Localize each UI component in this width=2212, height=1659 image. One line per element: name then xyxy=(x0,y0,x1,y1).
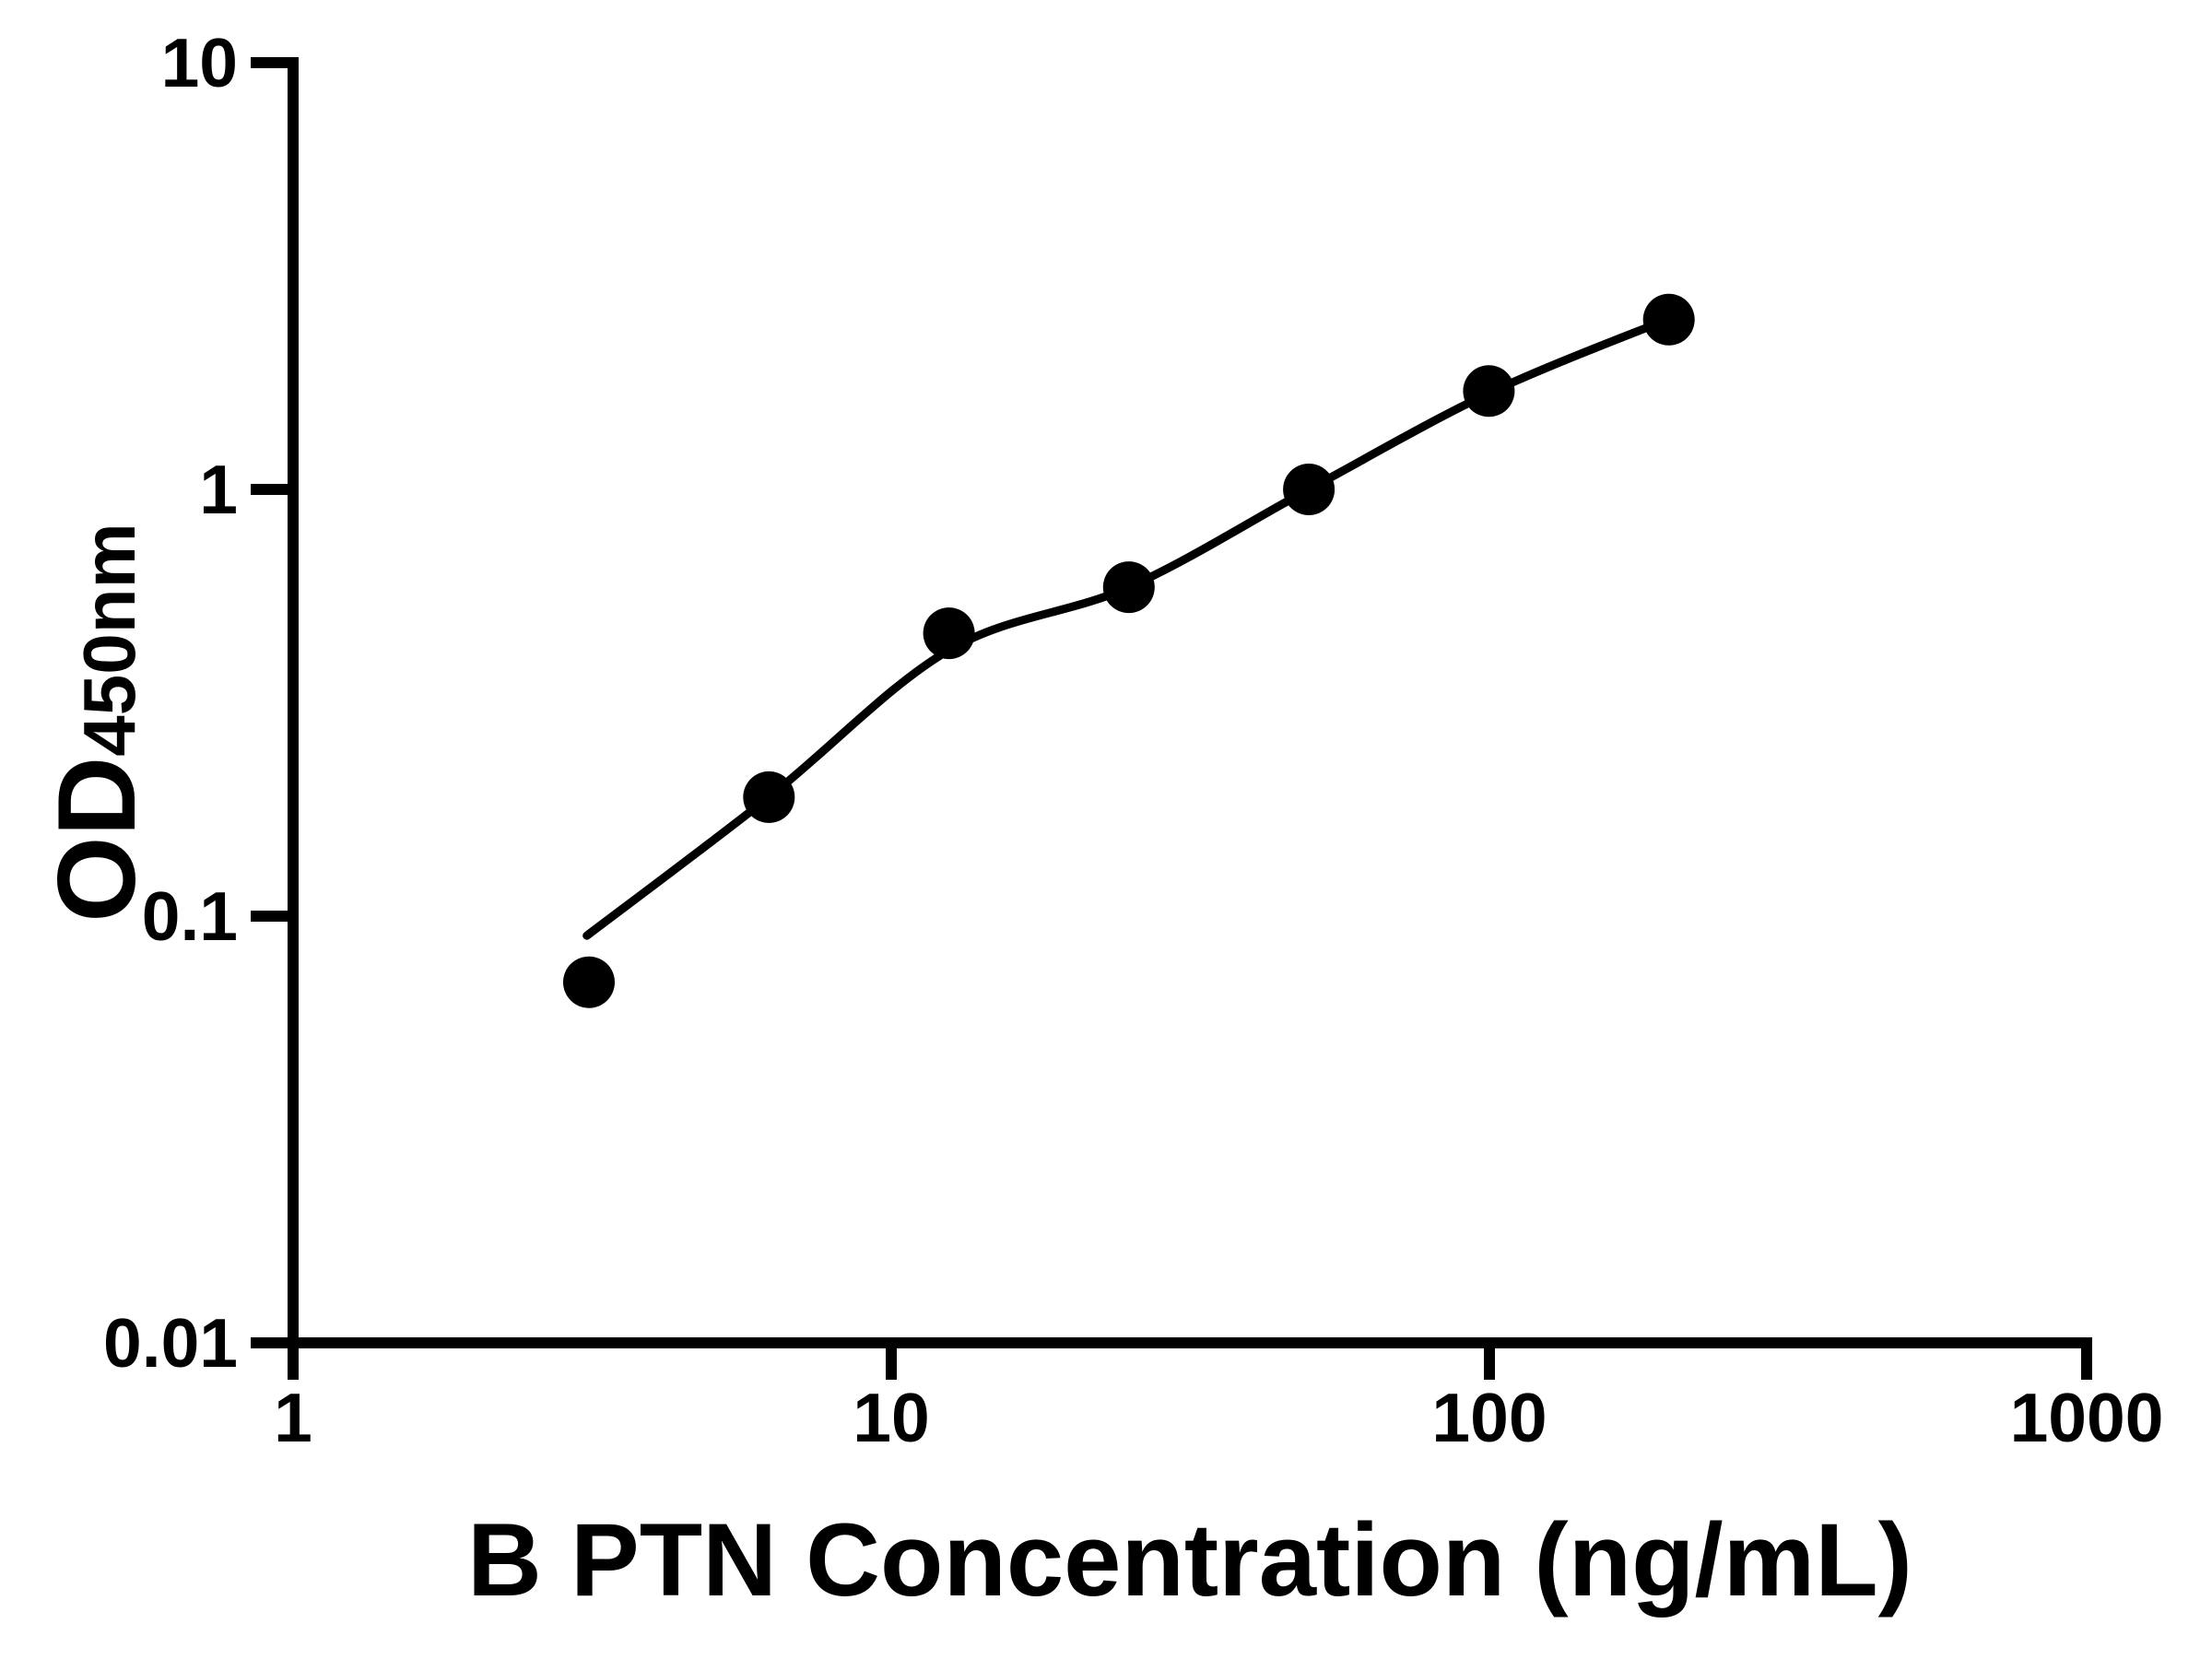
x-axis-title: B PTN Concentration (ng/mL) xyxy=(467,1502,1912,1618)
y-axis-title: OD 450nm xyxy=(33,523,160,922)
x-tick-label-1: 1 xyxy=(274,1379,312,1456)
y-tick-mark-0.01 xyxy=(251,1337,293,1348)
data-point xyxy=(1642,293,1695,346)
y-tick-mark-1 xyxy=(251,484,293,495)
fit-curve xyxy=(582,314,1674,940)
data-point-layer xyxy=(563,293,1695,1008)
y-tick-label-1: 1 xyxy=(199,451,238,528)
x-tick-label-10: 10 xyxy=(853,1379,930,1456)
x-tick-mark-100 xyxy=(1484,1337,1495,1380)
y-axis-title-base: OD xyxy=(35,756,159,923)
y-tick-label-10: 10 xyxy=(160,24,238,101)
y-tick-mark-10 xyxy=(251,57,293,68)
x-tick-mark-1 xyxy=(288,1337,299,1380)
x-tick-label-1000: 1000 xyxy=(2009,1379,2164,1456)
y-tick-label-0.01: 0.01 xyxy=(103,1304,238,1382)
x-tick-mark-10 xyxy=(886,1337,897,1380)
y-axis-line xyxy=(288,57,299,1348)
data-point xyxy=(1283,464,1335,515)
data-point xyxy=(1463,365,1515,418)
data-point xyxy=(923,607,975,660)
fit-curve-layer xyxy=(582,314,1674,940)
x-tick-label-100: 100 xyxy=(1431,1379,1547,1456)
data-point xyxy=(563,956,615,1008)
data-point xyxy=(743,771,795,823)
y-tick-label-0.1: 0.1 xyxy=(141,877,238,955)
x-axis-line xyxy=(288,1337,2092,1348)
y-axis-title-subscript: 450nm xyxy=(68,523,150,757)
data-point xyxy=(1102,561,1155,614)
x-tick-mark-1000 xyxy=(2081,1337,2092,1380)
y-tick-mark-0.1 xyxy=(251,911,293,922)
